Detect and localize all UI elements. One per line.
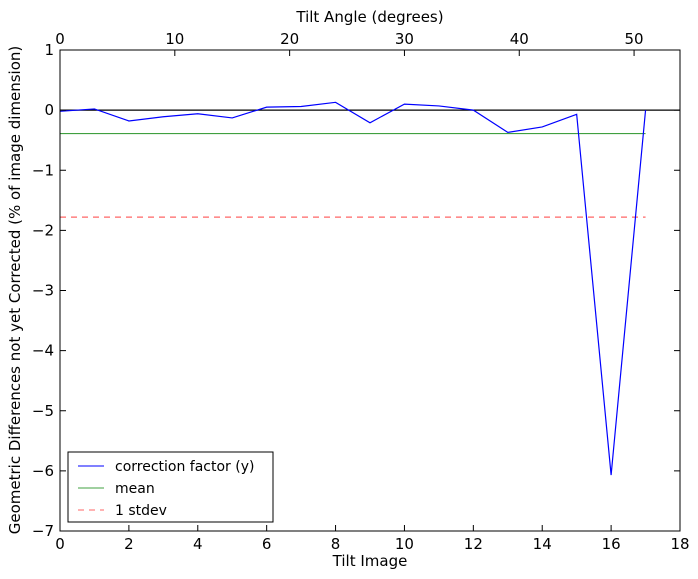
y-tick-label: 1: [44, 41, 54, 59]
series-line-0: [59, 101, 647, 476]
x2-tick-label: 0: [55, 30, 65, 48]
y-tick-label: −4: [32, 342, 54, 360]
legend-label-mean: mean: [115, 481, 155, 497]
y-tick-label: −6: [32, 462, 54, 480]
y-tick-label: −7: [32, 522, 54, 540]
x2-tick-label: 10: [165, 30, 184, 48]
x2-axis-title: Tilt Angle (degrees): [295, 8, 443, 26]
x-tick-label: 18: [670, 535, 689, 553]
x2-tick-label: 40: [510, 30, 529, 48]
y-tick-label: 0: [44, 101, 54, 119]
y-tick-label: −3: [32, 282, 54, 300]
x-tick-label: 8: [331, 535, 341, 553]
x-axis-title: Tilt Image: [332, 552, 408, 570]
x2-tick-label: 30: [395, 30, 414, 48]
x-tick-label: 4: [193, 535, 203, 553]
legend-label-stdev: 1 stdev: [115, 503, 167, 519]
x-tick-label: 12: [464, 535, 483, 553]
legend-label-correction: correction factor (y): [115, 459, 254, 475]
x2-tick-label: 20: [280, 30, 299, 48]
y-tick-label: −5: [32, 402, 54, 420]
y-tick-label: −2: [32, 221, 54, 239]
y-tick-label: −1: [32, 161, 54, 179]
y-axis-title: Geometric Differences not yet Corrected …: [6, 46, 24, 535]
x-tick-label: 2: [124, 535, 134, 553]
x2-tick-label: 50: [625, 30, 644, 48]
legend: correction factor (y) mean 1 stdev: [67, 451, 274, 523]
x-tick-label: 6: [262, 535, 272, 553]
x-tick-label: 0: [55, 535, 65, 553]
x-tick-label: 14: [533, 535, 552, 553]
x-tick-label: 16: [602, 535, 621, 553]
ticks-layer: 0 2 4 6 8 10 12 14 16 180 10 20 30 40 5010−1−2−3−4−5−6…: [32, 30, 690, 553]
x-tick-label: 10: [395, 535, 414, 553]
series-layer: [59, 101, 680, 476]
